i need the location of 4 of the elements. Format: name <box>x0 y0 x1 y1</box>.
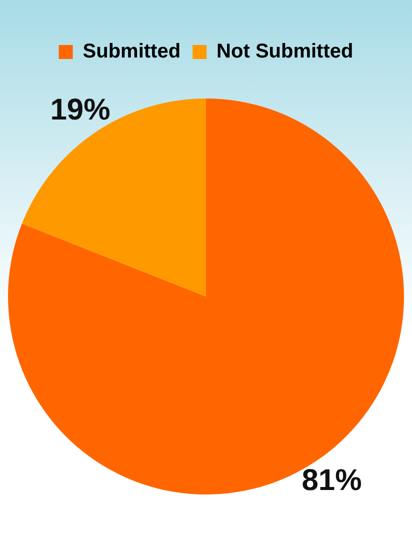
data-label: 81% <box>302 464 362 497</box>
data-label: 19% <box>50 94 110 127</box>
legend-label: Submitted <box>82 40 181 63</box>
legend-label: Not Submitted <box>216 40 354 63</box>
